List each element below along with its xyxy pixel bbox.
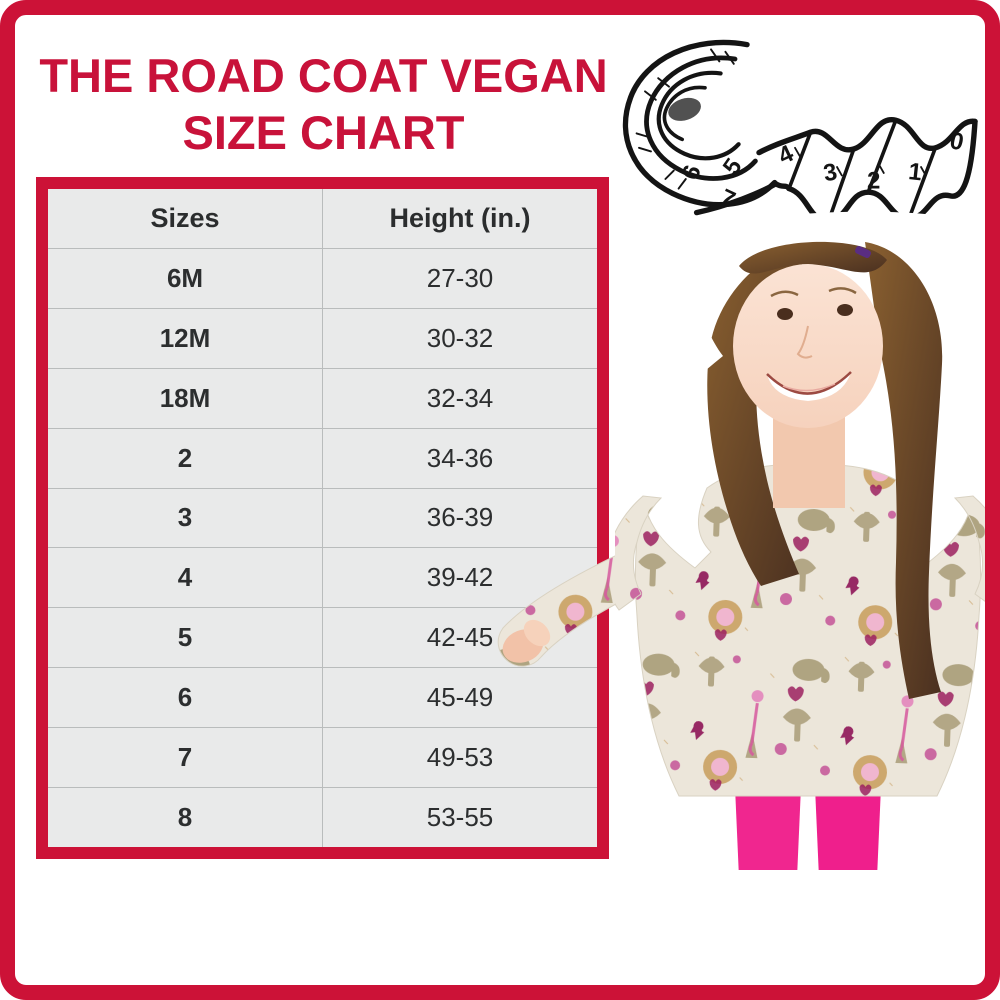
svg-text:1: 1: [907, 158, 923, 186]
svg-text:2: 2: [867, 168, 880, 195]
svg-text:6: 6: [677, 162, 707, 184]
svg-text:0: 0: [947, 127, 966, 156]
svg-text:4: 4: [774, 140, 798, 170]
svg-text:3: 3: [821, 158, 839, 187]
